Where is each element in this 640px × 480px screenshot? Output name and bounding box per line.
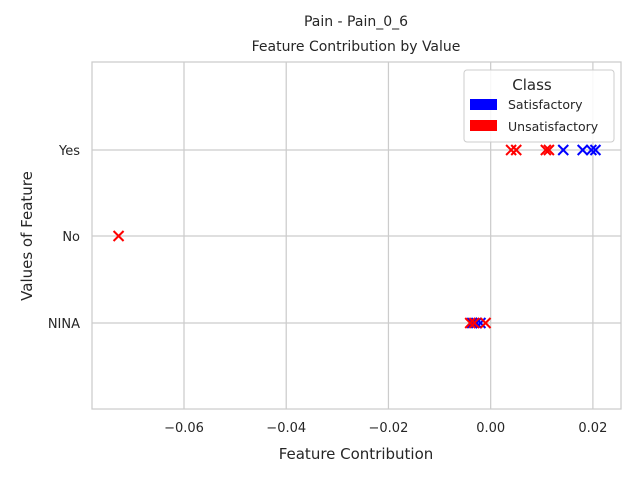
- legend-swatch-unsatisfactory: [470, 120, 497, 131]
- point-stroke-b: [505, 144, 517, 156]
- x-tick-label: −0.06: [164, 421, 204, 436]
- point-stroke-b: [543, 144, 555, 156]
- y-tick-label: No: [62, 230, 80, 245]
- data-point-unsatisfactory: [479, 317, 492, 329]
- data-point-unsatisfactory: [510, 144, 522, 156]
- data-point-unsatisfactory: [543, 144, 555, 156]
- point-stroke-b: [589, 144, 602, 156]
- x-tick-label: −0.04: [266, 421, 306, 436]
- data-point-unsatisfactory: [505, 144, 517, 156]
- y-tick-labels: NINA No Yes: [48, 144, 80, 332]
- point-stroke-b: [557, 144, 569, 156]
- point-stroke-b: [464, 317, 476, 329]
- point-stroke-b: [479, 317, 492, 329]
- x-tick-labels: −0.06 −0.04 −0.02 0.00 0.02: [164, 421, 607, 436]
- x-tick-label: 0.00: [476, 421, 505, 436]
- data-point-satisfactory: [576, 144, 589, 156]
- legend-frame: [463, 69, 615, 143]
- x-axis-label: Feature Contribution: [279, 445, 434, 463]
- legend: Class Satisfactory Unsatisfactory: [463, 69, 615, 143]
- data-point-unsatisfactory: [540, 144, 552, 156]
- data-points: [112, 144, 602, 329]
- point-stroke-b: [540, 144, 552, 156]
- point-stroke-b: [585, 144, 598, 156]
- data-point-unsatisfactory: [112, 230, 125, 242]
- data-point-satisfactory: [466, 317, 478, 329]
- data-point-satisfactory: [585, 144, 598, 156]
- point-stroke-b: [468, 317, 481, 329]
- legend-swatch-satisfactory: [470, 99, 497, 110]
- y-tick-label: Yes: [58, 144, 80, 159]
- point-stroke-b: [510, 144, 522, 156]
- y-axis-label: Values of Feature: [18, 171, 36, 301]
- x-tick-label: −0.02: [369, 421, 409, 436]
- x-tick-label: 0.02: [578, 421, 607, 436]
- data-point-satisfactory: [589, 144, 602, 156]
- point-stroke-b: [576, 144, 589, 156]
- point-stroke-b: [112, 230, 125, 242]
- legend-label-unsatisfactory: Unsatisfactory: [508, 119, 599, 134]
- data-point-satisfactory: [557, 144, 569, 156]
- data-point-unsatisfactory: [464, 317, 476, 329]
- y-tick-label: NINA: [48, 317, 80, 332]
- point-stroke-b: [466, 317, 478, 329]
- legend-label-satisfactory: Satisfactory: [508, 97, 583, 112]
- chart-title: Pain - Pain_0_6: [304, 14, 408, 30]
- legend-title: Class: [512, 76, 552, 94]
- plot-frame: [91, 61, 622, 410]
- chart-subtitle: Feature Contribution by Value: [252, 39, 461, 55]
- data-point-unsatisfactory: [468, 317, 481, 329]
